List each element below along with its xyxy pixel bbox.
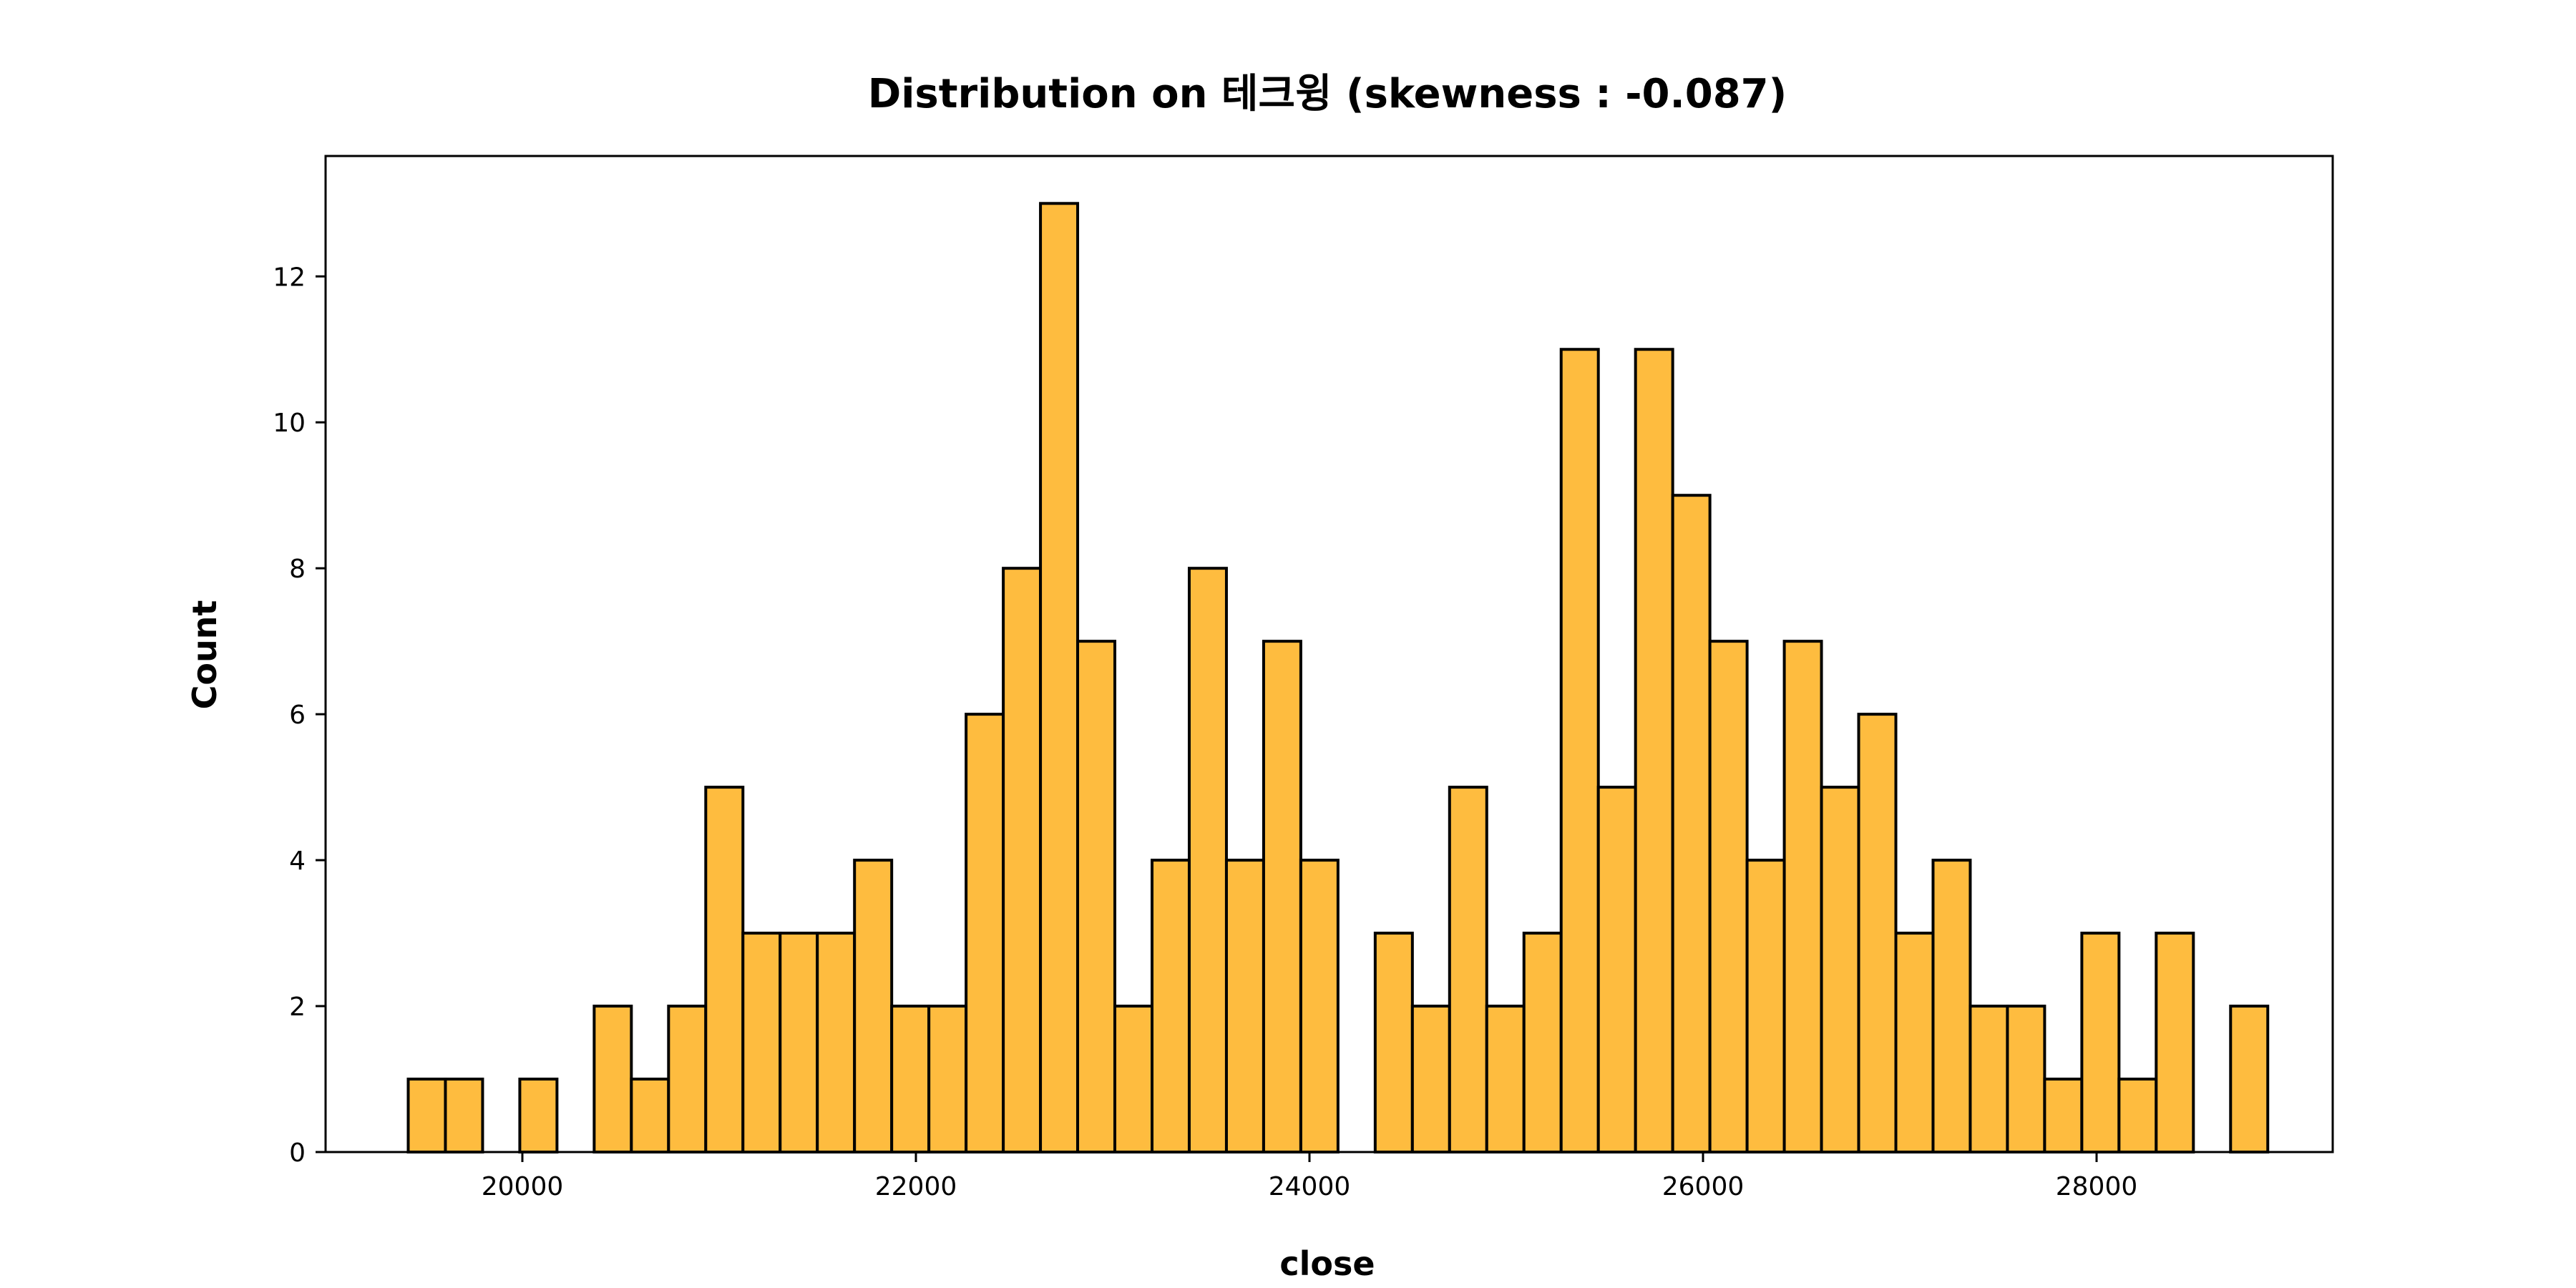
y-tick-label: 4 [289,847,306,876]
y-tick-label: 6 [289,701,306,730]
x-axis-label: close [1279,1244,1375,1283]
histogram-bar [2006,1005,2046,1153]
histogram-bar [444,1078,484,1153]
histogram-bar [2229,1005,2270,1153]
histogram-bar [853,859,894,1153]
histogram-bar [1820,786,1860,1153]
histogram-bar [1894,932,1935,1153]
y-tick-label: 12 [273,263,306,292]
histogram-bar [2043,1078,2084,1153]
histogram-bar [1002,567,1043,1153]
histogram-bar [667,1005,708,1153]
histogram-bar [518,1078,559,1153]
histogram-bar [1857,713,1898,1153]
histogram-bar [2155,932,2195,1153]
histogram-bar [1634,348,1674,1154]
histogram-bar [1076,640,1117,1153]
y-axis-label: Count [185,600,224,710]
histogram-bar [1299,859,1340,1153]
histogram-bar [630,1078,670,1153]
histogram-bar [1968,1005,2009,1153]
histogram-bar [1522,932,1563,1153]
plot-frame [324,155,2334,1153]
histogram-bar [816,932,857,1153]
histogram-bar [1262,640,1302,1153]
y-tick-label: 0 [289,1138,306,1168]
histogram-bar [1151,859,1191,1153]
histogram-bar [965,713,1005,1153]
histogram-bar [741,932,782,1153]
histogram-bar [927,1005,968,1153]
histogram-bar [1745,859,1786,1153]
histogram-bar [1410,1005,1451,1153]
histogram-bar [1931,859,1972,1153]
histogram-bar [1039,202,1080,1153]
histogram-bar [1671,494,1712,1153]
histogram-bar [2117,1078,2158,1153]
histogram-bar [406,1078,447,1153]
x-tick-label: 20000 [482,1172,564,1201]
x-tick-label: 26000 [1662,1172,1745,1201]
x-tick-label: 22000 [875,1172,957,1201]
y-tick-label: 10 [273,409,306,438]
histogram-bar [1485,1005,1526,1153]
histogram-bar [1708,640,1749,1153]
histogram-bar [1187,567,1228,1153]
histogram-bar [1782,640,1823,1153]
x-tick-label: 24000 [1269,1172,1351,1201]
histogram-bar [2080,932,2121,1153]
histogram-bar [1224,859,1265,1153]
x-axis-ticks: 20000 22000 24000 26000 28000 [482,1152,2138,1201]
histogram-bar [1448,786,1488,1153]
histogram-bar [1373,932,1414,1153]
y-tick-label: 8 [289,555,306,584]
histogram-bar [592,1005,633,1153]
bars-group [406,202,2270,1154]
histogram-bar [1596,786,1637,1153]
chart-title: Distribution on 테크윙 (skewness : -0.087) [868,71,1787,117]
y-axis-ticks: 0 2 4 6 8 10 12 [273,263,326,1168]
x-tick-label: 28000 [2056,1172,2138,1201]
histogram-bar [704,786,745,1153]
histogram-bar [1559,348,1600,1154]
histogram-bar [890,1005,931,1153]
histogram-bar [1113,1005,1154,1153]
y-tick-label: 2 [289,992,306,1022]
histogram-bar [779,932,819,1153]
